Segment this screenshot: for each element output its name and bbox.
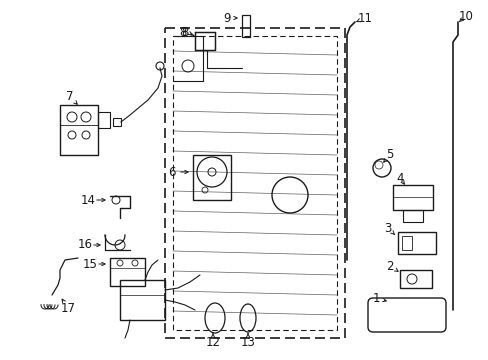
Text: 10: 10 — [458, 9, 472, 22]
Bar — [98, 112, 110, 128]
Text: 4: 4 — [395, 171, 403, 184]
Text: 14: 14 — [81, 194, 95, 207]
Text: 3: 3 — [384, 221, 391, 234]
Text: 8: 8 — [179, 27, 186, 40]
Text: 7: 7 — [66, 90, 74, 104]
Bar — [60, 105, 98, 155]
Bar — [242, 15, 249, 37]
Text: 1: 1 — [371, 292, 379, 305]
Bar — [397, 232, 435, 254]
Text: 17: 17 — [61, 302, 75, 315]
Text: 16: 16 — [77, 238, 92, 252]
Bar — [401, 236, 411, 250]
Text: 11: 11 — [357, 12, 372, 24]
Text: 6: 6 — [168, 166, 175, 179]
Text: 5: 5 — [386, 148, 393, 162]
Text: 9: 9 — [223, 12, 230, 24]
Bar — [399, 270, 431, 288]
Bar — [164, 28, 345, 338]
Bar — [402, 210, 422, 222]
Bar — [120, 280, 164, 320]
Bar — [392, 185, 432, 210]
Text: 12: 12 — [205, 336, 220, 348]
Bar — [110, 258, 145, 286]
Bar — [193, 155, 230, 200]
Text: 8: 8 — [181, 27, 188, 40]
Bar — [173, 36, 336, 330]
Text: 2: 2 — [386, 260, 393, 273]
Bar — [113, 118, 121, 126]
Text: 15: 15 — [82, 257, 97, 270]
Text: 13: 13 — [240, 336, 255, 348]
